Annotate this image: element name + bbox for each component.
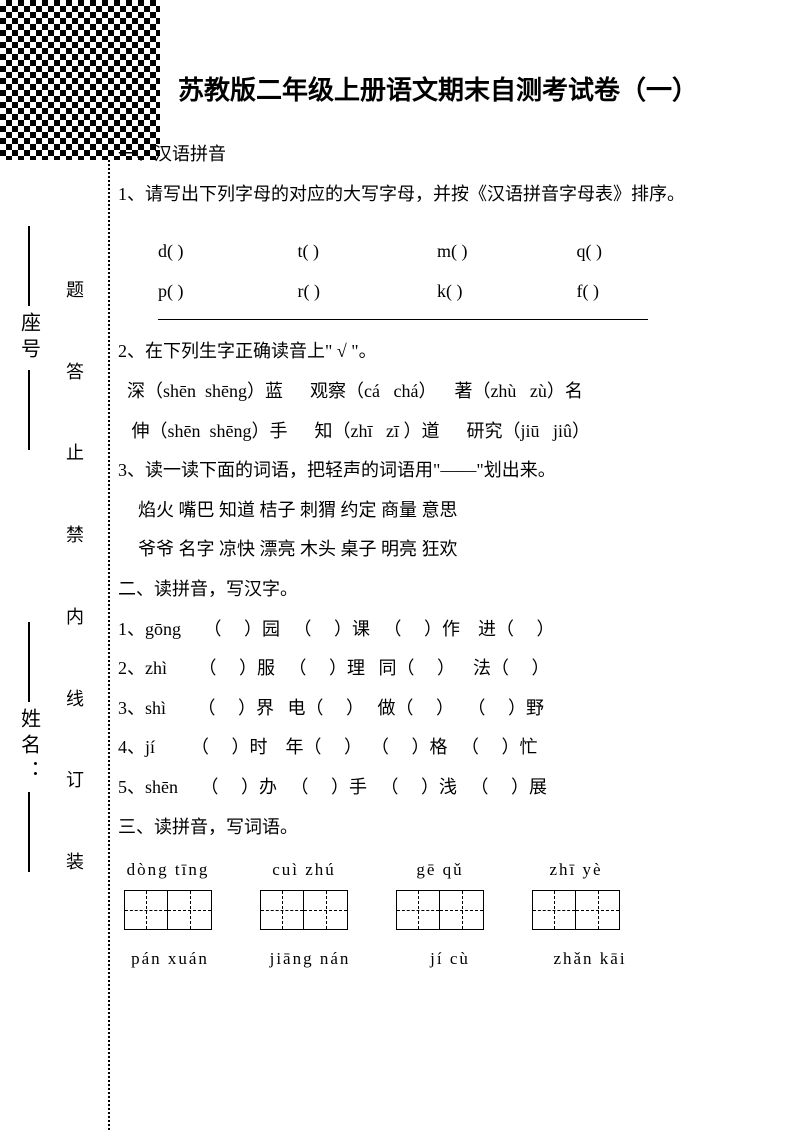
s1-q1: 1、请写出下列字母的对应的大写字母，并按《汉语拼音字母表》排序。 [118, 175, 758, 215]
s2-r2: 2、zhì （ ）服 （ ）理 同（ ） 法（ ） [118, 649, 758, 689]
pinyin-box: zhī yè [532, 851, 620, 930]
s2-heading: 二、读拼音，写汉字。 [118, 570, 758, 610]
s1-q3-line1: 焰火 嘴巴 知道 桔子 刺猬 约定 商量 意思 [118, 491, 758, 531]
name-label: 姓名： [15, 708, 44, 786]
section-3: 三、读拼音，写词语。 dòng tīng cuì zhú gē qǔ zhī y… [118, 808, 758, 978]
page-content: 苏教版二年级上册语文期末自测考试卷（一） 一、汉语拼音 1、请写出下列字母的对应… [118, 70, 758, 978]
s2-r5: 5、shēn （ ）办 （ ）手 （ ）浅 （ ）展 [118, 768, 758, 808]
binding-line [108, 160, 110, 1130]
section-1: 一、汉语拼音 1、请写出下列字母的对应的大写字母，并按《汉语拼音字母表》排序。 … [118, 135, 758, 570]
pinyin-box: dòng tīng [124, 851, 212, 930]
s2-r3: 3、shì （ ）界 电（ ） 做（ ） （ ）野 [118, 689, 758, 729]
s2-r1: 1、gōng （ ）园 （ ）课 （ ）作 进（ ） [118, 610, 758, 650]
s2-r4: 4、jí （ ）时 年（ ） （ ）格 （ ）忙 [118, 728, 758, 768]
page-title: 苏教版二年级上册语文期末自测考试卷（一） [118, 70, 758, 107]
letter-row-2: p( ) r( ) k( ) f( ) [118, 272, 758, 312]
binding-text: 装 订 线 内 禁 止 答 题 [54, 280, 94, 880]
pinyin-box: cuì zhú [260, 851, 348, 930]
pinyin-box-row: dòng tīng cuì zhú gē qǔ zhī yè [118, 851, 758, 930]
section-2: 二、读拼音，写汉字。 1、gōng （ ）园 （ ）课 （ ）作 进（ ） 2、… [118, 570, 758, 808]
letter-row-1: d( ) t( ) m( ) q( ) [118, 232, 758, 272]
s1-q2-line1: 深（shēn shēng）蓝 观察（cá chá） 著（zhù zù）名 [118, 372, 758, 412]
s1-q2: 2、在下列生字正确读音上" √ "。 [118, 332, 758, 372]
s1-q3-line2: 爷爷 名字 凉快 漂亮 木头 桌子 明亮 狂欢 [118, 530, 758, 570]
s1-q2-line2: 伸（shēn shēng）手 知（zhī zī ）道 研究（jiū jiû） [118, 412, 758, 452]
pinyin-box: gē qǔ [396, 851, 484, 930]
s1-q3: 3、读一读下面的词语，把轻声的词语用"——"划出来。 [118, 451, 758, 491]
seat-label: 座号 [15, 312, 44, 364]
checker-pattern [0, 0, 160, 160]
side-labels: 座号 姓名： [10, 220, 48, 898]
s3-heading: 三、读拼音，写词语。 [118, 808, 758, 848]
s1-heading: 一、汉语拼音 [118, 135, 758, 175]
pinyin-bottom-row: pán xuán jiāng nán jí cù zhǎn kāi [118, 940, 758, 977]
answer-line [158, 319, 648, 320]
